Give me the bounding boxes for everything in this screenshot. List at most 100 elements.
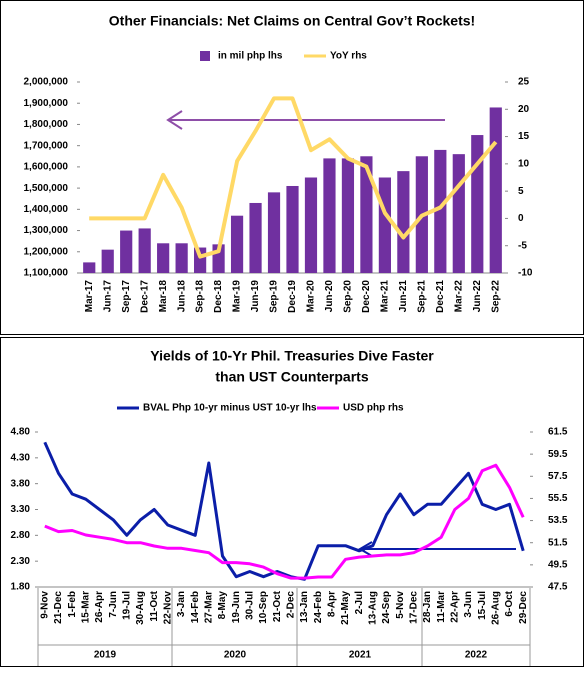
y2-tick-label: 20 <box>518 104 530 115</box>
x-tick-label: Jun-21 <box>398 280 409 313</box>
arrow-head <box>166 110 183 130</box>
y-tick-label: 3.80 <box>11 478 31 489</box>
x-tick-label: 6-Oct <box>504 590 515 616</box>
x-tick-label: Mar-18 <box>158 280 169 313</box>
x-tick-label: Sep-22 <box>490 280 501 313</box>
y-tick-label: 4.30 <box>11 452 31 463</box>
x-tick-label: Jun-18 <box>176 280 187 313</box>
y2-tick-label: 5 <box>518 186 524 197</box>
x-tick-label: Jun-17 <box>102 280 113 313</box>
y-tick-label: 3.30 <box>11 504 31 515</box>
x-tick-label: 2-Dec <box>285 591 296 619</box>
x-tick-label: 3-Jun <box>463 591 474 618</box>
year-label: 2020 <box>224 650 247 661</box>
y2-tick-label: 51.5 <box>548 537 568 548</box>
x-tick-label: 3-Jan <box>176 591 187 617</box>
x-tick-label: 15-Jul <box>477 591 488 620</box>
legend-label: BVAL Php 10-yr minus UST 10-yr lhs <box>143 403 317 414</box>
x-tick-label: 21-May <box>340 591 351 625</box>
x-tick-label: Sep-20 <box>343 280 354 313</box>
x-tick-label: 11-Oct <box>149 590 160 621</box>
x-tick-label: Jun-19 <box>250 280 261 313</box>
bar <box>120 230 133 273</box>
year-label: 2022 <box>465 650 488 661</box>
y-tick-label: 1,900,000 <box>24 98 69 109</box>
y2-tick-label: 0 <box>518 213 524 224</box>
x-tick-label: 30-Jul <box>244 591 255 620</box>
y2-tick-label: 47.5 <box>548 582 568 593</box>
x-tick-label: Mar-19 <box>232 280 243 313</box>
x-tick-label: 26-Apr <box>94 591 105 623</box>
y-tick-label: 1,400,000 <box>24 204 69 215</box>
x-tick-label: Dec-17 <box>139 280 150 313</box>
x-tick-label: 22-Apr <box>449 591 460 623</box>
x-tick-label: Dec-18 <box>213 280 224 313</box>
bar <box>157 243 170 273</box>
x-tick-label: 13-Jan <box>299 591 310 623</box>
x-tick-label: Jun-22 <box>472 280 483 313</box>
x-tick-label: Mar-22 <box>453 280 464 313</box>
bar <box>83 262 96 273</box>
bar <box>341 158 355 273</box>
y2-tick-label: 10 <box>518 158 530 169</box>
x-tick-label: Sep-18 <box>195 280 206 313</box>
y-tick-label: 2,000,000 <box>24 77 69 88</box>
bar <box>360 156 373 273</box>
x-tick-label: 29-Dec <box>518 591 529 624</box>
x-tick-label: 21-Oct <box>272 590 283 622</box>
y-tick-label: 1,500,000 <box>24 183 69 194</box>
bar <box>267 192 281 273</box>
bar <box>249 202 262 273</box>
x-tick-label: 8-Apr <box>326 591 337 617</box>
x-tick-label: 9-Nov <box>39 591 50 619</box>
x-tick-label: 14-Feb <box>190 591 201 623</box>
bar <box>230 215 244 273</box>
x-tick-label: 26-Aug <box>490 591 501 625</box>
y2-tick-label: 25 <box>518 77 530 88</box>
bar <box>452 154 465 273</box>
y-tick-label: 4.80 <box>11 427 31 438</box>
x-tick-label: 8-May <box>217 591 228 620</box>
x-tick-label: 1-Feb <box>67 591 78 618</box>
x-tick-label: Dec-21 <box>435 280 446 313</box>
y-tick-label: 1,800,000 <box>24 119 69 130</box>
x-tick-label: 19-Jul <box>121 591 132 620</box>
x-tick-label: Mar-20 <box>306 280 317 313</box>
x-tick-label: 19-Jun <box>231 591 242 623</box>
bar <box>286 185 299 273</box>
y2-tick-label: 57.5 <box>548 471 568 482</box>
line <box>89 96 498 259</box>
y2-tick-label: 59.5 <box>548 449 568 460</box>
x-tick-label: 28-Jan <box>422 591 433 623</box>
x-tick-label: Mar-17 <box>84 280 95 313</box>
x-tick-label: 21-Dec <box>53 591 64 624</box>
x-tick-label: Dec-19 <box>287 280 298 313</box>
year-label: 2019 <box>94 650 117 661</box>
bar <box>323 158 336 273</box>
bar <box>471 135 484 273</box>
chart-title: Yields of 10-Yr Phil. Treasuries Dive Fa… <box>150 348 434 364</box>
x-tick-label: 30-Aug <box>135 591 146 625</box>
x-tick-label: Dec-20 <box>361 280 372 313</box>
bar <box>138 228 151 273</box>
x-tick-label: Sep-17 <box>121 280 132 313</box>
legend-label: in mil php lhs <box>218 51 283 62</box>
y2-tick-label: 53.5 <box>548 515 568 526</box>
bar <box>434 149 447 273</box>
y-tick-label: 1,200,000 <box>24 246 69 257</box>
bar <box>304 177 318 273</box>
legend-label: USD php rhs <box>343 403 404 414</box>
x-tick-label: 11-Mar <box>436 591 447 623</box>
legend-label: YoY rhs <box>330 51 367 62</box>
legend-swatch <box>200 51 210 61</box>
x-tick-label: Sep-19 <box>269 280 280 313</box>
bar <box>101 249 114 273</box>
y2-tick-label: 49.5 <box>548 559 568 570</box>
y2-tick-label: 15 <box>518 131 530 142</box>
x-tick-label: 27-Mar <box>203 591 214 623</box>
y2-tick-label: -5 <box>518 240 527 251</box>
line <box>43 441 525 581</box>
y2-tick-label: 61.5 <box>548 427 568 438</box>
bar <box>489 107 502 273</box>
year-separators <box>37 588 531 666</box>
